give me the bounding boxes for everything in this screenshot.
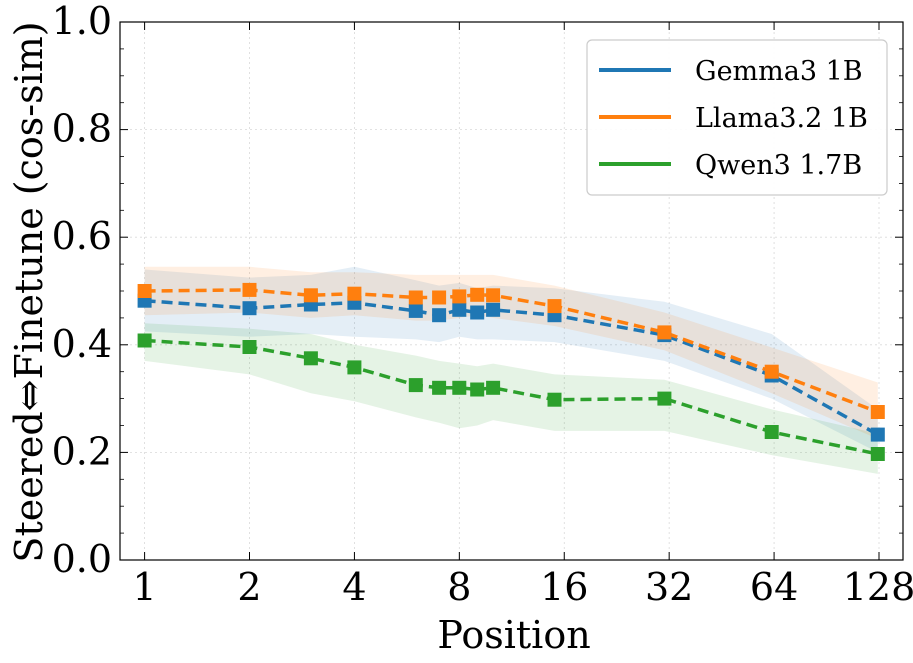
band-llama3-2-1b <box>144 266 878 439</box>
marker-llama3-2-1b <box>347 286 362 301</box>
legend-label-llama3-2-1b: Llama3.2 1B <box>695 103 868 134</box>
marker-qwen3-1-7b <box>547 392 562 407</box>
y-tick-label: 0.4 <box>52 322 112 366</box>
marker-qwen3-1-7b <box>452 380 467 395</box>
marker-qwen3-1-7b <box>486 380 501 395</box>
marker-llama3-2-1b <box>303 288 318 303</box>
marker-llama3-2-1b <box>486 288 501 303</box>
marker-qwen3-1-7b <box>303 351 318 366</box>
band-gemma3-1b <box>144 266 878 453</box>
marker-llama3-2-1b <box>470 287 485 302</box>
marker-llama3-2-1b <box>137 284 152 298</box>
marker-llama3-2-1b <box>452 289 467 304</box>
x-tick-label: 8 <box>447 565 471 609</box>
marker-qwen3-1-7b <box>408 378 423 393</box>
marker-qwen3-1-7b <box>657 391 672 406</box>
y-axis-label: Steered⇔Finetune (cos-sim) <box>7 21 51 562</box>
marker-qwen3-1-7b <box>242 340 257 354</box>
marker-llama3-2-1b <box>764 364 779 379</box>
marker-llama3-2-1b <box>408 290 423 305</box>
x-axis-label: Position <box>437 613 590 657</box>
legend-label-qwen3-1-7b: Qwen3 1.7B <box>695 150 862 181</box>
marker-gemma3-1b <box>408 303 423 318</box>
x-tick-label: 1 <box>133 565 157 609</box>
y-tick-label: 0.2 <box>52 429 112 473</box>
marker-llama3-2-1b <box>547 299 562 314</box>
marker-llama3-2-1b <box>657 325 672 340</box>
y-tick-label: 0.6 <box>52 214 112 258</box>
x-tick-label: 16 <box>540 565 588 609</box>
axis-ticks: 1 2 4 8 16 32 64 128 0.0 0.2 0.4 0.6 0.8 1.0 <box>52 0 913 609</box>
marker-gemma3-1b <box>870 427 885 442</box>
marker-qwen3-1-7b <box>764 425 779 439</box>
legend-box <box>586 39 888 196</box>
marker-qwen3-1-7b <box>347 360 362 375</box>
marker-llama3-2-1b <box>242 282 257 297</box>
legend: Gemma3 1B Llama3.2 1B Qwen3 1.7B <box>586 39 888 196</box>
marker-qwen3-1-7b <box>137 333 152 348</box>
x-tick-label: 4 <box>342 565 366 609</box>
legend-label-gemma3-1b: Gemma3 1B <box>695 56 863 87</box>
marker-qwen3-1-7b <box>432 380 447 395</box>
y-tick-label: 0.8 <box>52 107 112 151</box>
marker-qwen3-1-7b <box>870 447 885 461</box>
y-tick-label: 1.0 <box>52 0 112 43</box>
band-qwen3-1-7b <box>144 323 878 474</box>
marker-gemma3-1b <box>452 302 467 317</box>
x-tick-label: 64 <box>750 565 798 609</box>
series-markers <box>137 282 885 461</box>
marker-gemma3-1b <box>470 305 485 320</box>
marker-llama3-2-1b <box>432 290 447 305</box>
x-tick-label: 128 <box>843 565 913 609</box>
error-bands <box>144 266 878 474</box>
marker-llama3-2-1b <box>870 405 885 419</box>
x-tick-label: 32 <box>645 565 693 609</box>
marker-gemma3-1b <box>486 302 501 317</box>
marker-gemma3-1b <box>432 308 447 323</box>
x-tick-label: 2 <box>237 565 261 609</box>
marker-qwen3-1-7b <box>470 382 485 397</box>
marker-gemma3-1b <box>242 301 257 316</box>
y-tick-label: 0.0 <box>52 537 112 581</box>
